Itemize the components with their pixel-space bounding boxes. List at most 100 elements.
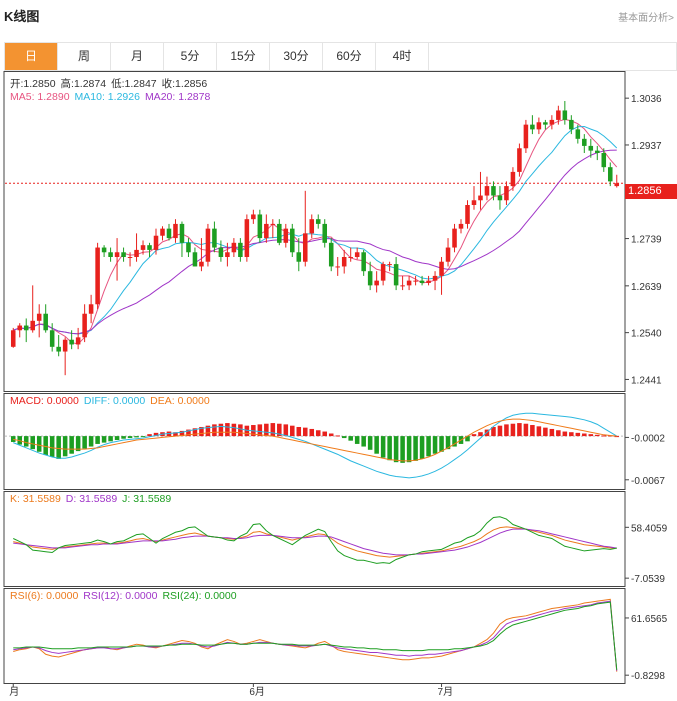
macd-bar <box>452 436 457 447</box>
tab-30min[interactable]: 30分 <box>270 43 323 70</box>
macd-bar <box>62 436 68 457</box>
candle-body <box>419 280 425 283</box>
tab-5min[interactable]: 5分 <box>164 43 217 70</box>
candle-body <box>614 183 620 187</box>
macd-bar <box>309 428 315 437</box>
rsi6-value: RSI(6): 0.0000 <box>10 590 79 602</box>
macd-bar <box>290 425 295 437</box>
macd-bar <box>354 436 360 444</box>
macd-bar <box>56 436 61 459</box>
candle-body <box>69 339 74 345</box>
macd-bar <box>361 436 366 447</box>
candle-body <box>147 245 152 250</box>
macd-bar <box>413 436 418 461</box>
macd-bar <box>186 429 191 437</box>
candle-body <box>270 223 276 225</box>
tab-4hour[interactable]: 4时 <box>376 43 429 70</box>
tab-month[interactable]: 月 <box>111 43 164 70</box>
rsi-tick-label: 61.6565 <box>631 614 668 625</box>
macd-bar <box>504 424 509 437</box>
kdj-tick-label: 58.4059 <box>631 523 668 534</box>
candle-body <box>225 252 230 257</box>
macd-bar <box>569 432 574 437</box>
candle-body <box>348 257 353 258</box>
candle-body <box>238 242 243 257</box>
macd-bar <box>530 425 535 437</box>
tab-15min[interactable]: 15分 <box>217 43 270 70</box>
candle-body <box>309 219 315 234</box>
rsi24-value: RSI(24): 0.0000 <box>162 590 237 602</box>
macd-bar <box>134 436 139 438</box>
candle-body <box>30 320 35 331</box>
candle-body <box>231 242 237 253</box>
candle-body <box>452 228 457 248</box>
candle-body <box>387 264 392 266</box>
main-tick-label: 1.2540 <box>631 329 662 340</box>
macd-bar <box>582 433 587 437</box>
candle-body <box>283 228 289 243</box>
candle-body <box>199 261 204 267</box>
macd-bar <box>36 436 42 452</box>
candle-body <box>153 235 159 250</box>
candle-body <box>192 252 198 267</box>
close-value: 收:1.2856 <box>161 78 208 90</box>
macd-bar <box>549 428 555 437</box>
tab-60min[interactable]: 60分 <box>323 43 376 70</box>
macd-legend: MACD: 0.0000 DIFF: 0.0000 DEA: 0.0000 <box>10 395 215 407</box>
macd-bar <box>82 436 87 449</box>
candle-body <box>393 264 399 286</box>
tab-week[interactable]: 周 <box>58 43 111 70</box>
candle-body <box>43 313 48 331</box>
candle-body <box>114 252 120 257</box>
candle-body <box>530 124 535 130</box>
main-panel-frame <box>3 71 626 392</box>
candle-body <box>296 252 302 262</box>
chart-area[interactable]: 1.30361.29371.28381.27391.26391.25401.24… <box>0 71 677 701</box>
macd-bar <box>523 423 529 437</box>
candle-body <box>380 264 386 281</box>
candle-body <box>277 223 282 243</box>
kline-chart-svg[interactable]: 1.30361.29371.28381.27391.26391.25401.24… <box>0 71 677 701</box>
rsi-legend: RSI(6): 0.0000 RSI(12): 0.0000 RSI(24): 0.… <box>10 590 242 602</box>
macd-bar <box>173 432 178 437</box>
candle-body <box>88 304 94 314</box>
macd-bar <box>348 436 353 441</box>
macd-bar <box>562 431 568 437</box>
diff-line <box>13 412 618 479</box>
candle-body <box>56 346 61 352</box>
ma10-value: MA10: 1.2926 <box>74 91 140 103</box>
macd-bar <box>419 436 425 459</box>
ma5-value: MA5: 1.2890 <box>10 91 70 103</box>
macd-bar <box>588 434 594 437</box>
macd-bar <box>387 436 392 461</box>
candle-body <box>471 200 477 205</box>
macd-bar <box>595 434 600 437</box>
macd-bar <box>88 436 94 447</box>
candle-body <box>510 171 516 187</box>
candle-body <box>491 186 496 196</box>
macd-bar <box>212 424 217 437</box>
candle-body <box>127 257 133 258</box>
candle-body <box>549 119 555 125</box>
macd-bar <box>75 436 81 452</box>
macd-bar <box>406 436 412 463</box>
tab-day[interactable]: 日 <box>5 43 58 70</box>
macd-bar <box>400 436 405 463</box>
macd-bar <box>49 436 55 457</box>
candle-body <box>205 228 211 262</box>
main-tick-label: 1.2937 <box>631 141 662 152</box>
macd-bar <box>114 436 120 441</box>
dea-line <box>13 418 617 462</box>
candle-body <box>439 261 444 276</box>
macd-bar <box>270 423 276 437</box>
candle-body <box>432 275 438 281</box>
d-line <box>13 528 617 556</box>
fundamental-analysis-link[interactable]: 基本面分析> <box>618 13 674 24</box>
ma10-line <box>13 126 618 335</box>
x-axis-label: 7月 <box>438 686 454 698</box>
ma20-line <box>13 149 617 335</box>
macd-bar <box>296 426 302 437</box>
candle-body <box>251 214 256 220</box>
candle-body <box>354 252 360 257</box>
macd-bar <box>556 430 561 437</box>
